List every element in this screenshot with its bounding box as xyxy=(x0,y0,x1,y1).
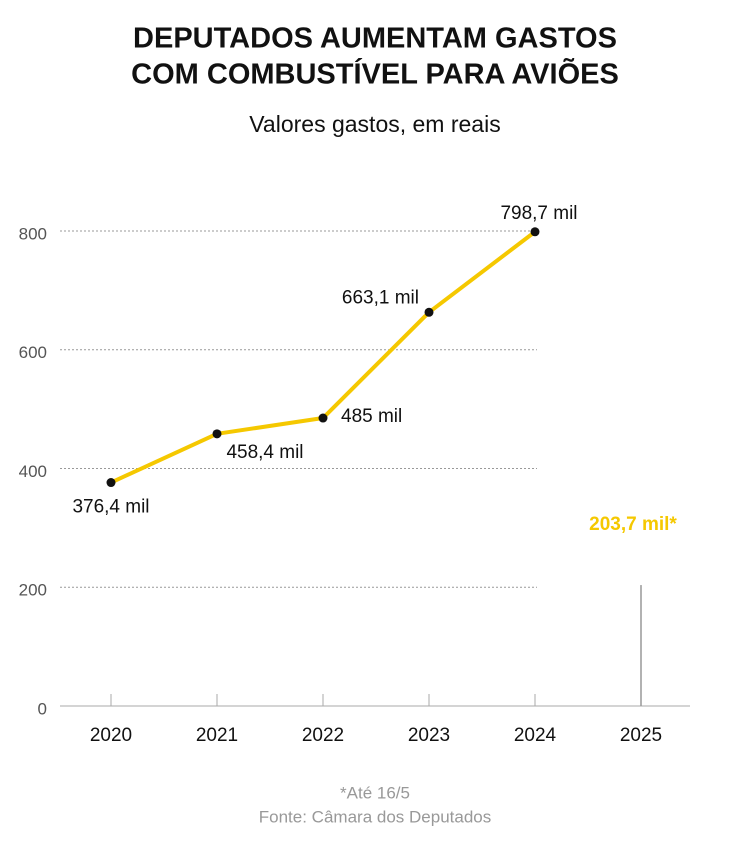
y-tick-label: 400 xyxy=(19,462,47,481)
y-tick-label: 0 xyxy=(38,699,47,718)
y-tick-label: 600 xyxy=(19,343,47,362)
chart-title: COM COMBUSTÍVEL PARA AVIÕES xyxy=(131,57,619,91)
x-tick-label: 2021 xyxy=(196,725,238,746)
x-tick-label: 2020 xyxy=(90,725,132,746)
x-tick-label: 2024 xyxy=(514,725,557,746)
chart-subtitle: Valores gastos, em reais xyxy=(249,111,500,137)
point xyxy=(318,413,328,423)
data-label: 376,4 mil xyxy=(72,497,149,518)
x-tick-label: 2025 xyxy=(620,725,662,746)
data-label: 458,4 mil xyxy=(226,442,303,463)
x-tick-label: 2022 xyxy=(302,725,344,746)
point xyxy=(106,478,116,488)
footnote: *Até 16/5 xyxy=(340,783,410,802)
data-label: 798,7 mil xyxy=(500,203,577,224)
point xyxy=(424,307,434,317)
y-tick-label: 200 xyxy=(19,581,47,600)
data-label: 485 mil xyxy=(341,406,402,427)
partial-label: 203,7 mil* xyxy=(589,514,677,535)
line xyxy=(110,230,537,485)
data-label: 663,1 mil xyxy=(342,287,419,308)
source: Fonte: Câmara dos Deputados xyxy=(259,807,491,826)
point xyxy=(212,429,222,439)
y-tick-label: 800 xyxy=(19,224,47,243)
chart-title: DEPUTADOS AUMENTAM GASTOS xyxy=(133,23,617,55)
x-tick-label: 2023 xyxy=(408,725,450,746)
point xyxy=(530,227,540,237)
